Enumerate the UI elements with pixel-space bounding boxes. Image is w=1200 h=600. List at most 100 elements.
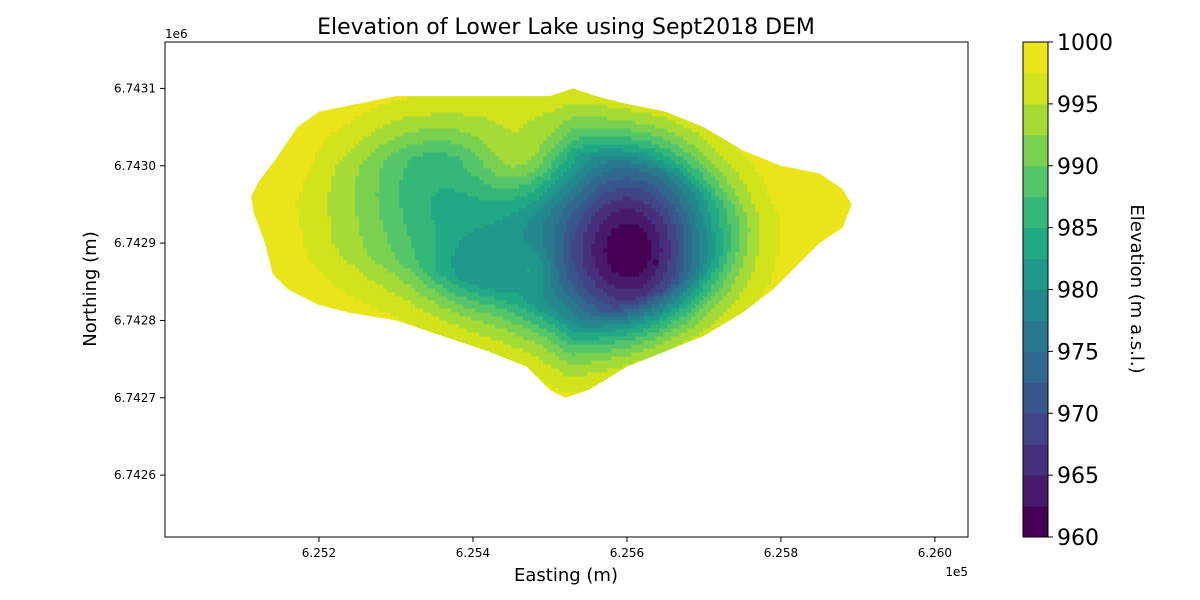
contour-cell	[447, 144, 452, 149]
contour-cell	[315, 108, 320, 113]
contour-cell	[403, 208, 408, 213]
contour-cell	[447, 88, 452, 93]
contour-cell	[307, 180, 312, 185]
contour-cell	[567, 212, 572, 217]
contour-cell	[335, 212, 340, 217]
contour-cell	[371, 156, 376, 161]
contour-cell	[643, 120, 648, 125]
contour-cell	[339, 144, 344, 149]
contour-cell	[455, 156, 460, 161]
contour-cell	[587, 164, 592, 169]
contour-cell	[411, 196, 416, 201]
contour-cell	[259, 188, 264, 193]
contour-cell	[271, 204, 276, 209]
contour-cell	[659, 164, 664, 169]
contour-cell	[611, 128, 616, 133]
contour-cell	[707, 112, 712, 117]
contour-cell	[727, 120, 732, 125]
contour-cell	[747, 100, 752, 105]
contour-cell	[299, 124, 304, 129]
contour-cell	[535, 176, 540, 181]
contour-cell	[643, 88, 648, 89]
contour-cell	[359, 144, 364, 149]
contour-cell	[335, 196, 340, 201]
contour-cell	[611, 204, 616, 209]
contour-cell	[447, 204, 452, 209]
contour-cell	[707, 92, 712, 97]
contour-cell	[339, 164, 344, 169]
contour-cell	[467, 160, 472, 165]
contour-cell	[735, 200, 740, 205]
contour-cell	[723, 196, 728, 201]
contour-cell	[319, 192, 324, 197]
contour-cell	[775, 112, 780, 117]
contour-cell	[263, 136, 268, 141]
contour-cell	[315, 112, 320, 117]
contour-cell	[323, 192, 328, 197]
contour-cell	[639, 172, 644, 177]
contour-cell	[303, 152, 308, 157]
contour-cell	[643, 148, 648, 153]
contour-cell	[567, 180, 572, 185]
contour-cell	[451, 140, 456, 145]
contour-cell	[699, 136, 704, 141]
contour-cell	[791, 112, 796, 117]
contour-cell	[779, 148, 784, 153]
contour-cell	[347, 196, 352, 201]
contour-cell	[667, 124, 672, 129]
contour-cell	[323, 148, 328, 153]
contour-cell	[651, 144, 656, 149]
contour-cell	[683, 204, 688, 209]
contour-cell	[847, 192, 852, 197]
contour-cell	[835, 152, 840, 157]
contour-cell	[255, 144, 260, 149]
contour-cell	[351, 180, 356, 185]
contour-cell	[591, 88, 596, 89]
contour-cell	[715, 148, 720, 153]
contour-cell	[739, 200, 744, 205]
contour-cell	[499, 92, 504, 97]
contour-cell	[763, 176, 768, 181]
contour-cell	[531, 200, 536, 205]
contour-cell	[579, 112, 584, 117]
contour-cell	[843, 180, 848, 185]
contour-cell	[275, 100, 280, 105]
contour-cell	[511, 200, 516, 205]
contour-cell	[555, 200, 560, 205]
contour-cell	[555, 120, 560, 125]
contour-cell	[783, 92, 788, 97]
contour-cell	[787, 192, 792, 197]
contour-cell	[699, 104, 704, 109]
contour-cell	[355, 144, 360, 149]
contour-cell	[619, 156, 624, 161]
contour-cell	[723, 184, 728, 189]
contour-cell	[835, 192, 840, 197]
contour-cell	[823, 196, 828, 201]
contour-cell	[599, 156, 604, 161]
contour-cell	[363, 132, 368, 137]
contour-cell	[347, 208, 352, 213]
contour-cell	[775, 176, 780, 181]
contour-cell	[575, 192, 580, 197]
contour-cell	[339, 172, 344, 177]
contour-cell	[527, 184, 532, 189]
contour-cell	[631, 136, 636, 141]
contour-cell	[787, 96, 792, 101]
contour-cell	[319, 180, 324, 185]
contour-cell	[355, 108, 360, 113]
contour-cell	[347, 172, 352, 177]
contour-cell	[643, 160, 648, 165]
contour-cell	[627, 104, 632, 109]
contour-cell	[827, 136, 832, 141]
contour-cell	[779, 140, 784, 145]
contour-cell	[507, 208, 512, 213]
contour-cell	[695, 180, 700, 185]
contour-cell	[331, 188, 336, 193]
contour-cell	[571, 132, 576, 137]
contour-cell	[263, 112, 268, 117]
contour-cell	[811, 108, 816, 113]
contour-cell	[671, 172, 676, 177]
contour-cell	[779, 104, 784, 109]
contour-cell	[547, 208, 552, 213]
contour-cell	[543, 168, 548, 173]
